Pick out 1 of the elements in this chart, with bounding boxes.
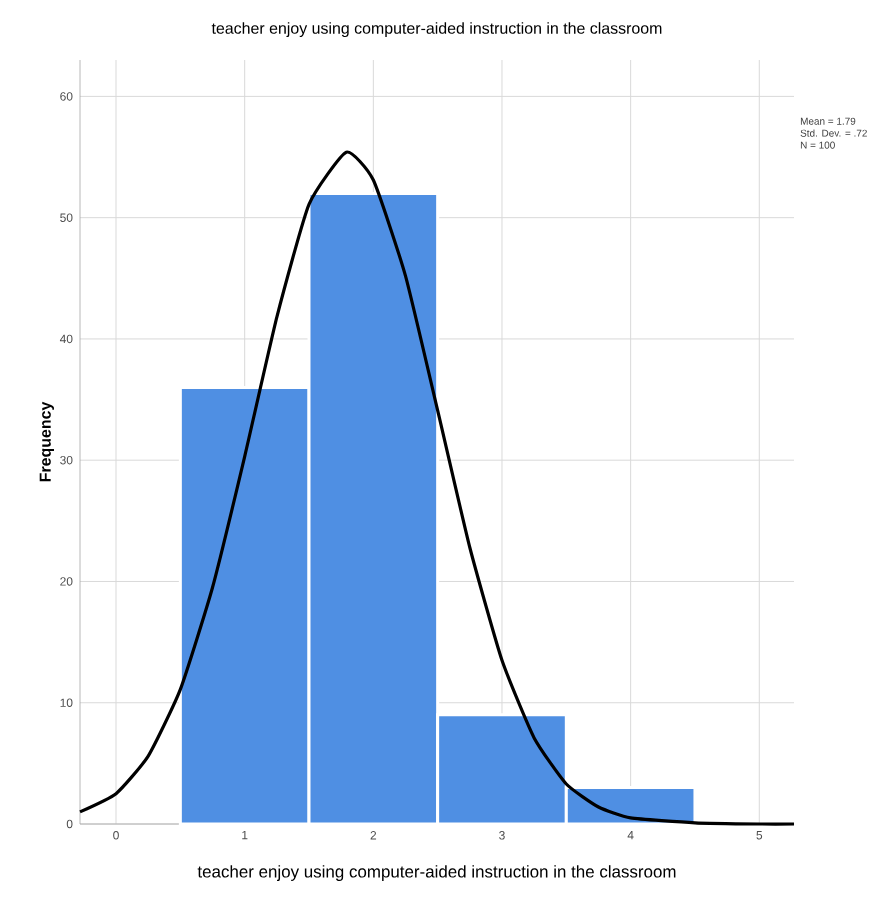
x-axis-title: teacher enjoy using computer-aided instruction in the classroom	[197, 865, 676, 881]
